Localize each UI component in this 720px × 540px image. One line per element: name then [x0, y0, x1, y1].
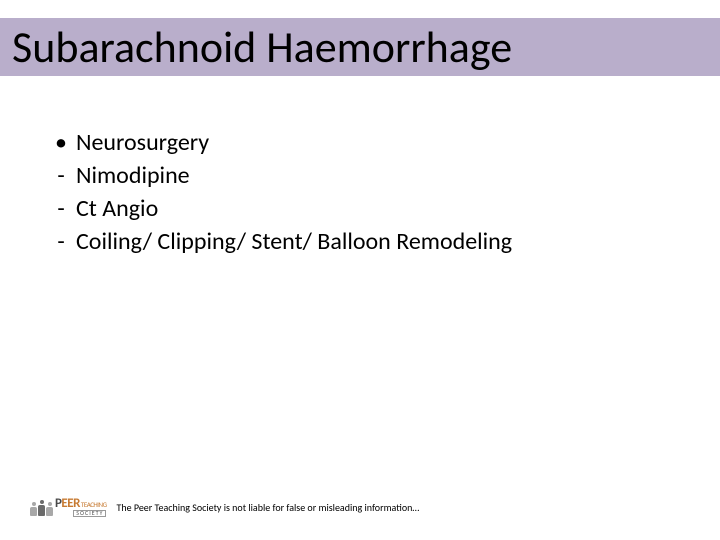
slide-title: Subarachnoid Haemorrhage	[12, 24, 708, 70]
list-item: -Coiling/ Clipping/ Stent/ Balloon Remod…	[46, 227, 512, 256]
logo-society-text: SOCIETY	[73, 510, 106, 517]
title-band: Subarachnoid Haemorrhage	[0, 18, 720, 76]
list-marker: -	[46, 161, 76, 190]
logo-figures	[30, 500, 53, 516]
list-marker: -	[46, 227, 76, 256]
disclaimer-text: The Peer Teaching Society is not liable …	[116, 501, 419, 514]
slide: Subarachnoid Haemorrhage •Neurosurgery-N…	[0, 0, 720, 540]
logo-figure-icon	[30, 502, 37, 516]
list-text: Ct Angio	[76, 194, 512, 223]
list-item: -Ct Angio	[46, 194, 512, 223]
body-list: •Neurosurgery-Nimodipine-Ct Angio-Coilin…	[46, 128, 512, 260]
list-text: Coiling/ Clipping/ Stent/ Balloon Remode…	[76, 227, 512, 256]
peer-teaching-logo: PEERTEACHING SOCIETY	[30, 498, 106, 517]
logo-figure-icon	[46, 502, 53, 516]
list-marker: •	[46, 128, 76, 157]
logo-text: PEERTEACHING SOCIETY	[55, 498, 106, 517]
logo-sub-text: TEACHING	[81, 500, 107, 509]
list-item: -Nimodipine	[46, 161, 512, 190]
logo-figure-icon	[38, 500, 45, 516]
list-item: •Neurosurgery	[46, 128, 512, 157]
logo-top-text: PEERTEACHING	[55, 498, 106, 510]
list-marker: -	[46, 194, 76, 223]
footer: PEERTEACHING SOCIETY The Peer Teaching S…	[30, 498, 419, 517]
list-text: Nimodipine	[76, 161, 512, 190]
list-text: Neurosurgery	[76, 128, 512, 157]
